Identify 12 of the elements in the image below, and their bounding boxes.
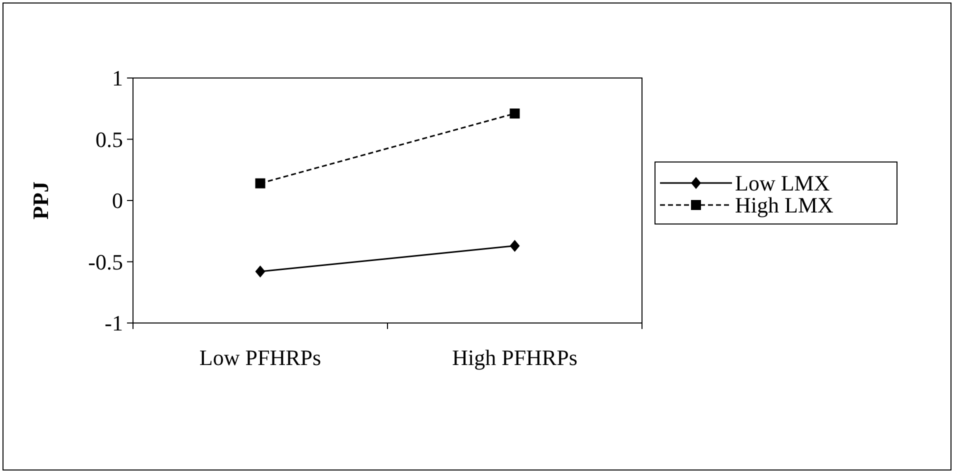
y-tick-label: 1 — [112, 66, 123, 91]
x-tick-label: Low PFHRPs — [199, 345, 322, 370]
y-tick-label: 0 — [112, 188, 123, 214]
y-axis-title: PPJ — [28, 182, 53, 220]
point — [255, 266, 266, 278]
x-tick-label: High PFHRPs — [452, 345, 578, 370]
y-tick-label: 0.5 — [96, 126, 123, 152]
y-tick-label: -1 — [104, 310, 123, 336]
point — [255, 178, 266, 188]
point — [510, 240, 520, 252]
point — [510, 108, 520, 119]
y-tick-label: -0.5 — [88, 249, 123, 274]
